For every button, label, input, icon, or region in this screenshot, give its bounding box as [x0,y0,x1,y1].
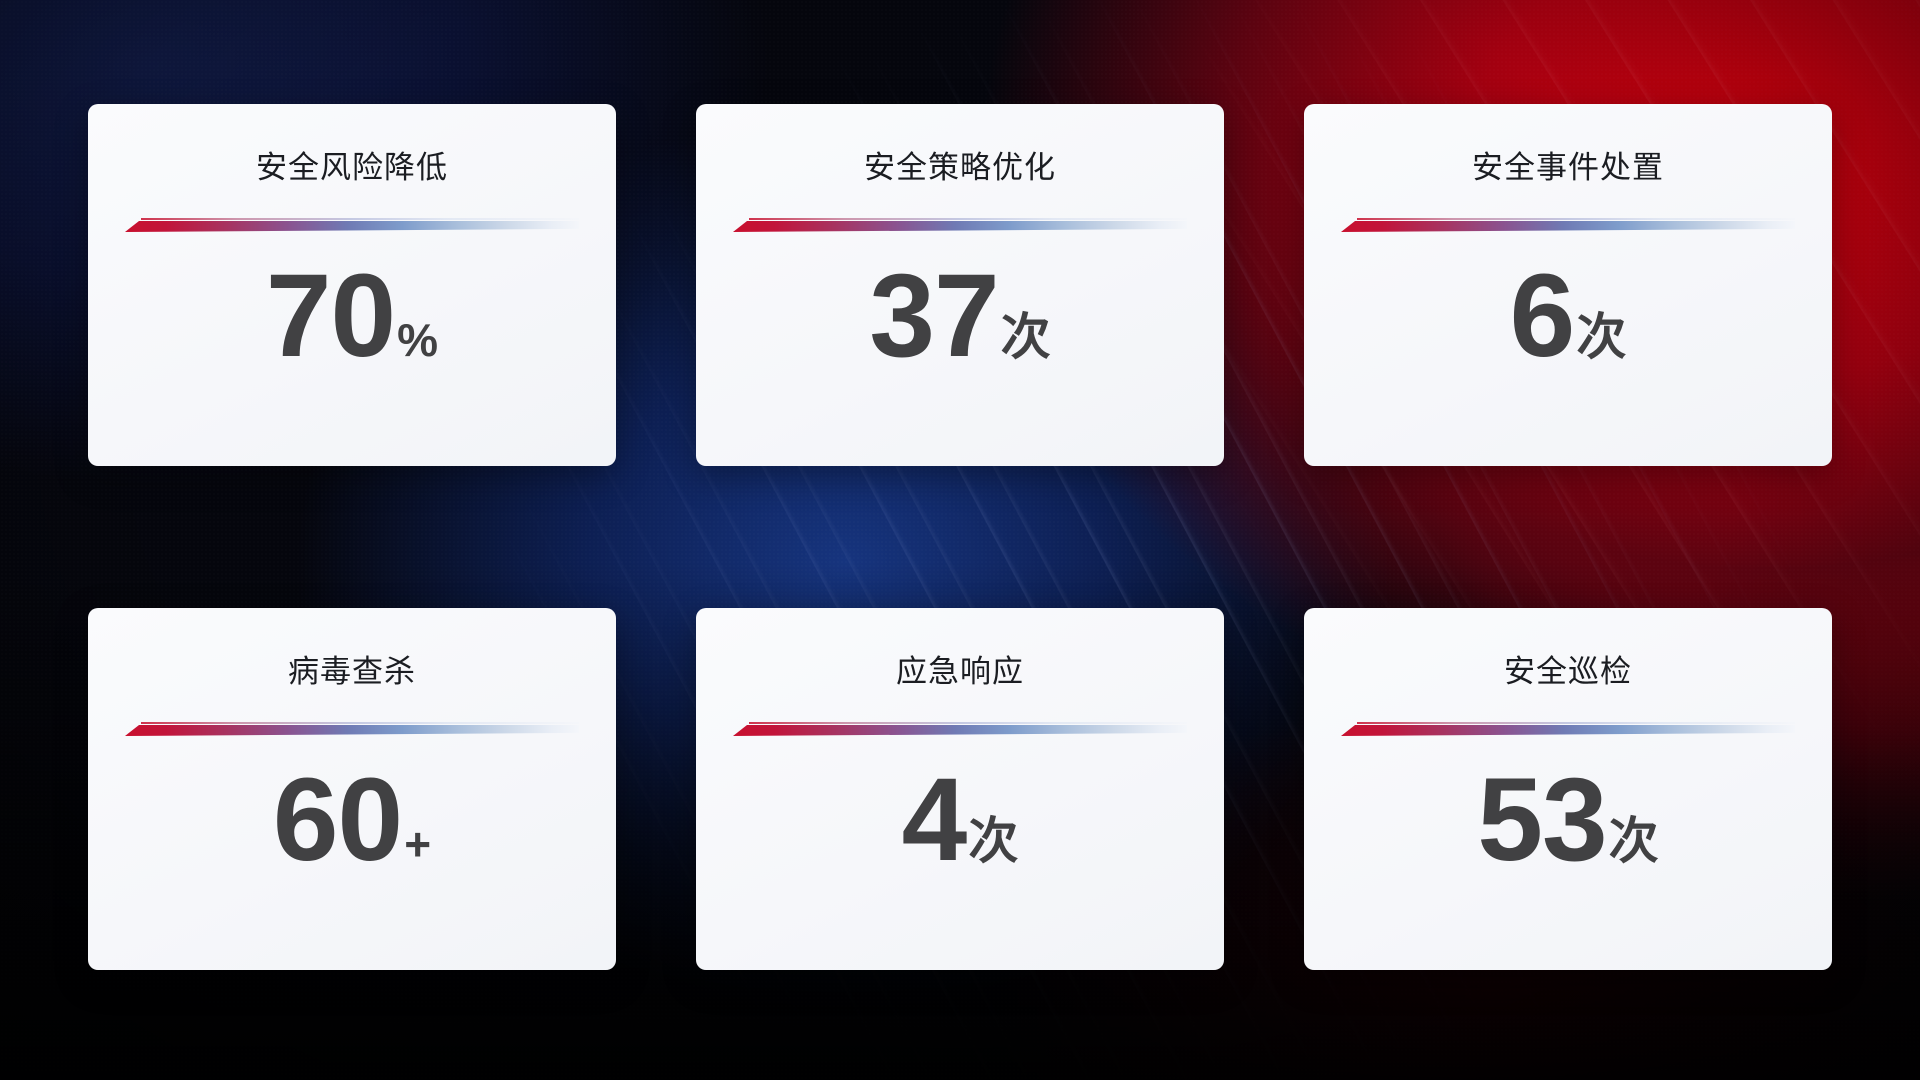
divider-hairline [141,722,579,724]
gradient-divider [733,721,1187,737]
stat-unit: % [397,314,439,366]
divider-bar [1341,725,1795,736]
stat-unit: 次 [1576,309,1627,365]
stat-card[interactable]: 安全策略优化 37 次 [696,104,1224,466]
stat-card[interactable]: 应急响应 4 次 [696,608,1224,970]
stat-unit: 次 [968,813,1019,869]
gradient-divider [1341,721,1795,737]
stat-card[interactable]: 安全事件处置 6 次 [1304,104,1832,466]
divider-hairline [1357,722,1795,724]
stat-card-grid: 安全风险降低 70 % 安全策略优化 37 次 安全事件处置 [88,104,1832,970]
divider-bar [733,221,1187,232]
stat-card-title: 应急响应 [896,654,1024,689]
stat-card[interactable]: 安全巡检 53 次 [1304,608,1832,970]
stat-value: 4 [901,754,968,886]
divider-hairline [749,722,1187,724]
divider-hairline [749,218,1187,220]
stat-metric: 60 + [273,761,431,879]
stat-card-title: 安全巡检 [1504,654,1632,689]
gradient-divider [1341,217,1795,233]
stat-card-title: 安全事件处置 [1472,150,1664,185]
stat-card-title: 安全风险降低 [256,150,448,185]
stat-unit: 次 [1608,813,1659,869]
stat-metric: 6 次 [1510,257,1627,375]
stat-metric: 4 次 [902,761,1019,879]
gradient-divider [125,217,579,233]
stat-value: 6 [1509,250,1576,382]
stat-card[interactable]: 病毒查杀 60 + [88,608,616,970]
gradient-divider [733,217,1187,233]
divider-bar [125,725,579,736]
divider-hairline [1357,218,1795,220]
gradient-divider [125,721,579,737]
stat-value: 70 [265,250,396,382]
stat-card-title: 安全策略优化 [864,150,1056,185]
divider-bar [1341,221,1795,232]
stat-metric: 37 次 [869,257,1050,375]
stat-value: 60 [272,754,403,886]
stat-card-title: 病毒查杀 [288,654,416,689]
stat-metric: 53 次 [1477,761,1658,879]
stat-unit: + [404,818,432,870]
divider-bar [733,725,1187,736]
stat-card[interactable]: 安全风险降低 70 % [88,104,616,466]
divider-hairline [141,218,579,220]
divider-bar [125,221,579,232]
stat-value: 37 [869,250,999,382]
stat-value: 53 [1477,754,1607,886]
stat-metric: 70 % [266,257,438,375]
stat-unit: 次 [1000,309,1051,365]
